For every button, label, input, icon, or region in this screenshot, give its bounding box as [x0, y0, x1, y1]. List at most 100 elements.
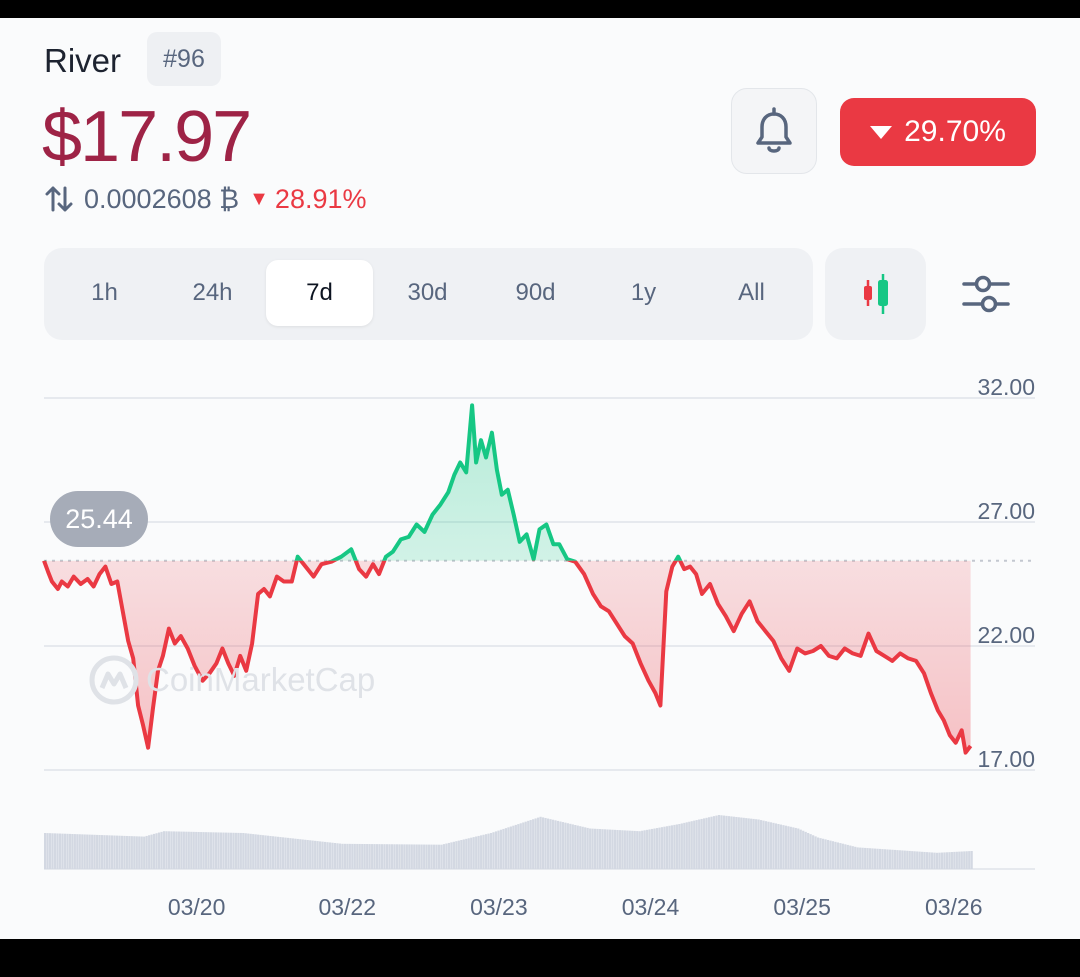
volume-bar [432, 844, 436, 869]
swap-vertical-icon[interactable] [44, 184, 74, 214]
volume-bar [782, 825, 785, 869]
x-axis-label: 03/23 [470, 894, 528, 920]
volume-bar [415, 844, 418, 869]
volume-bar [527, 820, 530, 869]
volume-bar [710, 816, 713, 869]
price-alert-button[interactable] [731, 88, 817, 174]
volume-bar [561, 822, 564, 869]
candlestick-toggle-button[interactable] [825, 248, 926, 340]
volume-bar [96, 834, 99, 869]
volume-bar [480, 835, 483, 869]
volume-bar [378, 844, 381, 869]
tab-90d[interactable]: 90d [515, 279, 556, 306]
volume-bar [195, 831, 198, 869]
volume-bar [690, 821, 693, 869]
volume-bar [698, 819, 701, 869]
volume-bar [762, 820, 765, 869]
volume-bar [51, 833, 54, 869]
volume-bar [757, 819, 760, 869]
tab-30d[interactable]: 30d [407, 279, 448, 306]
volume-bar [601, 829, 604, 869]
volume-bar [232, 832, 235, 869]
x-axis-label: 03/22 [318, 894, 376, 920]
volume-bar [319, 841, 322, 869]
volume-bar [346, 843, 349, 869]
volume-bar [784, 825, 787, 869]
volume-bar [484, 834, 488, 869]
volume-bar [641, 830, 644, 869]
volume-bar [44, 833, 47, 869]
price-value: $17.97 [42, 97, 252, 177]
volume-bar [467, 838, 470, 869]
volume-bar [192, 831, 195, 869]
volume-bar [812, 835, 815, 869]
volume-bar [621, 830, 624, 869]
volume-bar [693, 820, 696, 869]
volume-bar [76, 834, 79, 869]
tab-24h[interactable]: 24h [192, 279, 233, 306]
volume-bar [105, 835, 109, 869]
volume-bar [650, 828, 654, 869]
btc-change-percent: 28.91% [274, 183, 367, 214]
candlestick-icon [863, 274, 888, 314]
volume-bar [128, 836, 131, 869]
volume-bar [281, 837, 285, 869]
volume-bar [794, 827, 797, 869]
volume-bar [945, 852, 949, 869]
volume-bar [539, 816, 542, 869]
volume-bar [460, 840, 463, 869]
volume-bar [906, 850, 909, 869]
volume-bar [574, 824, 577, 869]
volume-bar [814, 836, 817, 869]
volume-bar [569, 823, 572, 869]
volume-bar [819, 838, 822, 869]
volume-bar [182, 831, 185, 869]
volume-bar [764, 821, 768, 869]
volume-bar [534, 818, 537, 869]
volume-bar [452, 841, 455, 869]
volume-bar [844, 844, 847, 869]
volume-bar [703, 818, 706, 869]
volume-bar [403, 844, 406, 869]
bell-icon [756, 107, 792, 153]
volume-bar [730, 816, 733, 869]
volume-bar [408, 844, 411, 869]
volume-bar [725, 815, 728, 869]
volume-bar [732, 816, 735, 869]
volume-bar [680, 823, 683, 869]
volume-bar [237, 832, 240, 869]
price-chart[interactable]: 32.00 27.00 22.00 17.00 03/20 03/22 03/23 03/2… [0, 18, 1080, 939]
volume-bar [120, 835, 124, 869]
volume-bar [717, 815, 721, 869]
volume-bar [529, 820, 532, 869]
volume-bar [123, 835, 126, 869]
volume-bar [747, 818, 750, 869]
volume-bar [358, 843, 361, 869]
volume-bar [854, 846, 857, 869]
volume-bar [219, 832, 223, 869]
volume-bar [222, 832, 225, 869]
chart-settings-button[interactable] [955, 268, 1017, 320]
tab-1h[interactable]: 1h [91, 279, 118, 306]
volume-bar [118, 835, 121, 869]
volume-bar [859, 847, 862, 869]
btc-price: 0.0002608 ₿ [84, 183, 240, 214]
volume-bar [799, 829, 802, 869]
volume-bar [212, 832, 215, 869]
volume-bar [356, 843, 359, 869]
tab-7d[interactable]: 7d [266, 260, 373, 326]
volume-bar [150, 834, 153, 869]
volume-bar [772, 822, 775, 869]
volume-bar [712, 816, 716, 869]
volume-bar [269, 835, 272, 869]
tab-all[interactable]: All [738, 279, 765, 306]
volume-bar [522, 822, 525, 869]
volume-bar [916, 851, 919, 869]
volume-bar [839, 843, 842, 869]
tab-1y[interactable]: 1y [630, 279, 657, 306]
volume-bar [829, 840, 832, 869]
price-change-badge: 29.70% [840, 98, 1036, 166]
volume-bar [752, 818, 755, 869]
volume-bar [591, 828, 594, 869]
volume-bar [138, 836, 141, 869]
